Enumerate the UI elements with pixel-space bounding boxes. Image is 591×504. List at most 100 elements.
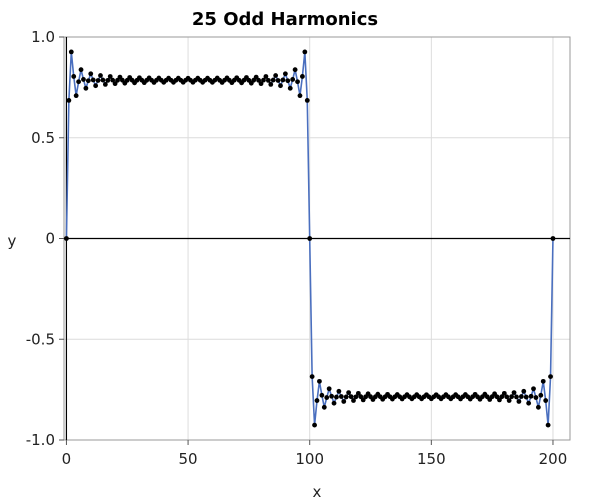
data-point <box>528 393 534 399</box>
data-point <box>334 394 339 400</box>
data-point <box>336 388 342 394</box>
data-point <box>535 404 541 410</box>
data-point <box>265 77 271 83</box>
data-point <box>64 236 69 241</box>
data-point <box>256 77 262 83</box>
data-point <box>501 390 507 396</box>
y-axis-ticks: 1.0 0.5 0 -0.5 -1.0 <box>26 28 64 449</box>
data-point <box>95 78 101 83</box>
data-point <box>499 394 505 400</box>
data-point <box>110 77 116 83</box>
data-point <box>85 78 91 84</box>
y-tick-label: 0.5 <box>31 129 55 147</box>
data-point <box>300 74 305 79</box>
data-point <box>531 386 536 392</box>
data-point <box>511 390 517 395</box>
data-point <box>514 394 519 400</box>
y-tick-label: 1.0 <box>31 28 55 46</box>
data-point <box>100 77 106 83</box>
data-point <box>107 74 113 79</box>
data-point <box>324 395 330 400</box>
data-point <box>341 399 347 404</box>
x-axis-ticks: 0 50 100 150 200 <box>62 440 568 468</box>
x-tick-label: 0 <box>62 450 72 468</box>
data-point <box>526 400 532 406</box>
y-tick-label: 0 <box>45 230 55 248</box>
data-point <box>338 394 344 399</box>
data-point <box>285 78 291 84</box>
data-point <box>538 392 544 398</box>
data-point <box>287 85 293 91</box>
data-point <box>102 82 108 87</box>
data-point <box>282 71 288 77</box>
chart-title: 25 Odd Harmonics <box>192 9 378 30</box>
x-tick-label: 200 <box>539 450 568 468</box>
data-point <box>302 49 308 55</box>
data-point <box>550 236 556 241</box>
data-point <box>317 378 322 384</box>
data-point <box>307 236 313 241</box>
data-point <box>331 400 337 406</box>
data-point <box>88 71 94 77</box>
data-point <box>351 398 356 403</box>
data-point <box>329 393 334 399</box>
data-point <box>270 77 276 83</box>
data-point <box>518 394 524 399</box>
data-point <box>261 77 266 83</box>
data-point <box>321 404 327 410</box>
y-tick-label: -1.0 <box>26 431 55 449</box>
data-point <box>273 73 279 78</box>
x-tick-label: 150 <box>417 450 446 468</box>
data-point <box>280 77 286 83</box>
data-point <box>297 93 303 99</box>
data-point <box>533 395 539 400</box>
data-point <box>278 83 283 89</box>
data-point <box>504 394 510 400</box>
data-point <box>83 85 89 91</box>
reference-lines <box>64 37 570 440</box>
data-point <box>112 81 118 87</box>
y-tick-label: -0.5 <box>26 330 55 348</box>
data-point <box>506 398 512 403</box>
data-point <box>66 97 72 103</box>
data-point <box>78 67 84 73</box>
x-tick-label: 50 <box>179 450 198 468</box>
data-point <box>548 374 553 380</box>
data-point <box>346 390 352 395</box>
data-point <box>509 394 515 400</box>
y-axis-label: y <box>8 232 17 250</box>
x-tick-label: 100 <box>295 450 324 468</box>
data-point <box>355 390 361 396</box>
data-point <box>304 97 310 103</box>
data-point <box>105 77 111 83</box>
data-point <box>523 394 529 400</box>
data-point <box>312 422 317 428</box>
data-point <box>258 81 264 87</box>
data-point <box>292 67 298 73</box>
data-point <box>348 394 354 400</box>
data-point <box>343 394 349 400</box>
data-point <box>268 82 274 87</box>
data-point <box>275 78 281 83</box>
data-point <box>295 79 300 85</box>
data-point <box>73 93 79 99</box>
data-point <box>263 74 269 79</box>
data-point <box>68 49 74 55</box>
data-point <box>71 74 77 79</box>
x-axis-label: x <box>313 483 322 501</box>
data-point <box>319 392 325 398</box>
series <box>64 49 556 428</box>
data-point <box>81 77 86 82</box>
data-point <box>90 77 96 83</box>
data-point <box>290 77 296 82</box>
data-point <box>545 422 551 428</box>
data-point <box>521 388 527 394</box>
data-point <box>543 398 549 403</box>
data-point <box>314 398 320 403</box>
data-point <box>98 73 103 78</box>
data-point <box>309 374 315 380</box>
data-point <box>93 83 99 89</box>
data-point <box>540 378 546 384</box>
data-point <box>76 79 81 85</box>
